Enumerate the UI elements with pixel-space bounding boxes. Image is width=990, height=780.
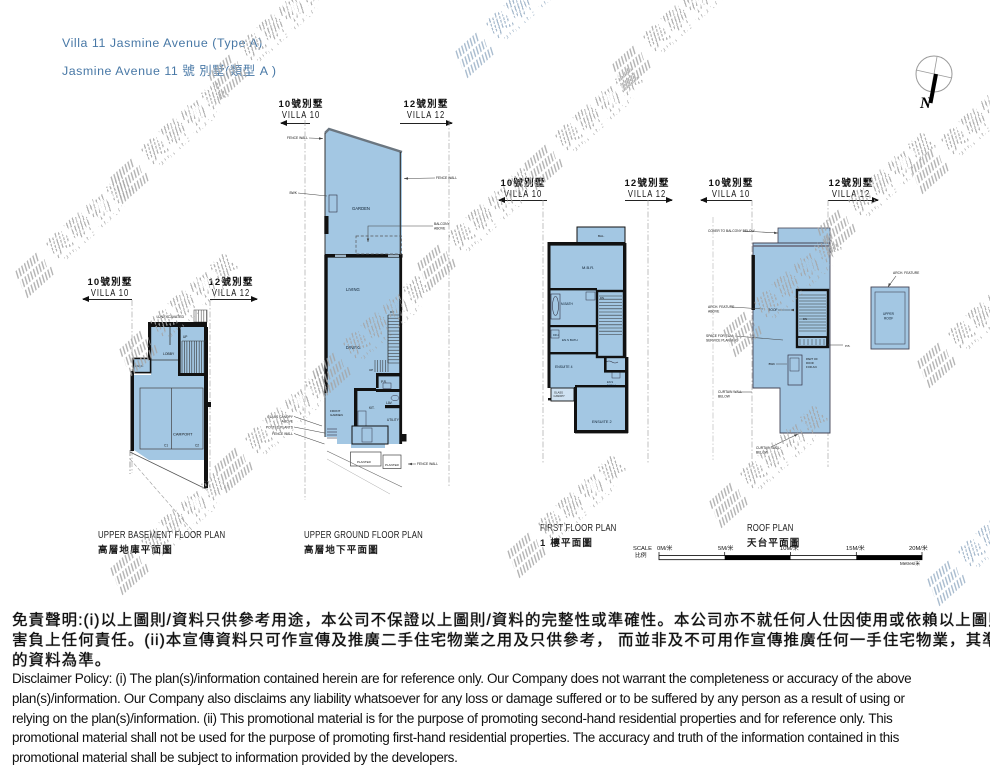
svg-text:DN: DN [803, 317, 807, 321]
svg-text:UPPER: UPPER [883, 312, 895, 316]
svg-text:BELOW: BELOW [756, 451, 769, 455]
svg-text:ROOF: ROOF [768, 308, 778, 312]
svg-text:FENCE WALL: FENCE WALL [272, 432, 293, 436]
svg-text:FRONT: FRONT [330, 409, 340, 413]
svg-text:ARCH. FEATURE: ARCH. FEATURE [893, 271, 920, 275]
svg-text:GARDEN: GARDEN [352, 206, 370, 211]
svg-text:ABOVE: ABOVE [708, 310, 720, 314]
svg-text:GLASS CANOPY: GLASS CANOPY [267, 415, 294, 419]
svg-text:20M/米: 20M/米 [909, 544, 928, 552]
svg-text:PLANTER: PLANTER [357, 460, 372, 464]
svg-text:ENSUITE 4: ENSUITE 4 [555, 365, 573, 369]
svg-text:PART OF: PART OF [806, 357, 818, 361]
svg-text:CURTAIN WALL: CURTAIN WALL [756, 446, 780, 450]
svg-text:UP: UP [183, 335, 187, 339]
svg-text:FENCE WALL: FENCE WALL [417, 462, 438, 466]
svg-text:ARCH. FEATURE: ARCH. FEATURE [708, 305, 735, 309]
svg-text:P.R.: P.R. [381, 380, 387, 384]
svg-text:C1: C1 [164, 444, 168, 448]
svg-text:SERVICE PLANNING: SERVICE PLANNING [706, 339, 739, 343]
svg-text:Metres/米: Metres/米 [900, 560, 920, 567]
svg-text:EN.S: EN.S [607, 380, 613, 384]
svg-text:LIVING: LIVING [346, 287, 360, 292]
svg-text:EN.S BATH: EN.S BATH [562, 338, 578, 342]
svg-text:DR.2: DR.2 [553, 333, 559, 337]
svg-text:UTILITY: UTILITY [387, 418, 400, 422]
svg-text:15M/米: 15M/米 [846, 544, 865, 552]
svg-text:COVER TO BALCONY BELOW: COVER TO BALCONY BELOW [708, 229, 755, 233]
svg-text:5M/米: 5M/米 [718, 544, 734, 552]
svg-text:GARDEN: GARDEN [330, 413, 343, 417]
svg-text:0M/米: 0M/米 [657, 544, 673, 552]
svg-text:KIT.: KIT. [369, 406, 375, 410]
svg-text:FENCE WALL: FENCE WALL [287, 136, 308, 140]
svg-text:BWK: BWK [769, 362, 776, 366]
svg-text:CARPORT: CARPORT [173, 432, 193, 437]
svg-text:ROOF: ROOF [884, 317, 893, 321]
svg-text:FENCE WALL: FENCE WALL [436, 176, 457, 180]
svg-text:ENSUITE 2: ENSUITE 2 [592, 420, 612, 424]
svg-text:UP: UP [369, 368, 373, 372]
svg-text:BATH 1: BATH 1 [607, 384, 616, 388]
svg-text:P.B.: P.B. [845, 344, 850, 348]
svg-text:SPACE FOR E&M: SPACE FOR E&M [706, 334, 733, 338]
svg-text:BAL.: BAL. [598, 234, 605, 238]
svg-text:CANOPY: CANOPY [554, 394, 566, 398]
svg-text:LOBBY: LOBBY [163, 352, 175, 356]
svg-text:N: N [919, 95, 932, 112]
svg-text:M.B.R.: M.B.R. [582, 265, 594, 270]
svg-text:PLANTER: PLANTER [385, 463, 400, 467]
svg-text:BALCONY: BALCONY [434, 222, 451, 226]
svg-text:POTTED PLANTS: POTTED PLANTS [266, 426, 294, 430]
svg-text:M.BATH: M.BATH [561, 302, 574, 306]
svg-text:FOR A/C: FOR A/C [806, 365, 817, 369]
svg-text:比例: 比例 [635, 551, 647, 559]
svg-text:LAV.: LAV. [386, 401, 393, 405]
svg-text:ROOF: ROOF [806, 361, 814, 365]
svg-text:DN: DN [600, 296, 604, 300]
svg-text:SCALE: SCALE [633, 546, 652, 552]
svg-text:BWK: BWK [289, 191, 297, 195]
svg-text:CURTAIN WALL: CURTAIN WALL [718, 390, 742, 394]
svg-text:DINING: DINING [346, 345, 361, 350]
svg-text:UNEXCAVATED: UNEXCAVATED [158, 315, 185, 319]
svg-text:DN: DN [390, 310, 394, 314]
svg-text:C2: C2 [195, 444, 199, 448]
svg-text:GLASS: GLASS [554, 391, 563, 395]
svg-text:BELOW: BELOW [718, 395, 731, 399]
svg-text:ABOVE: ABOVE [282, 420, 294, 424]
svg-text:ABOVE: ABOVE [434, 227, 446, 231]
svg-text:10M/米: 10M/米 [780, 544, 799, 552]
